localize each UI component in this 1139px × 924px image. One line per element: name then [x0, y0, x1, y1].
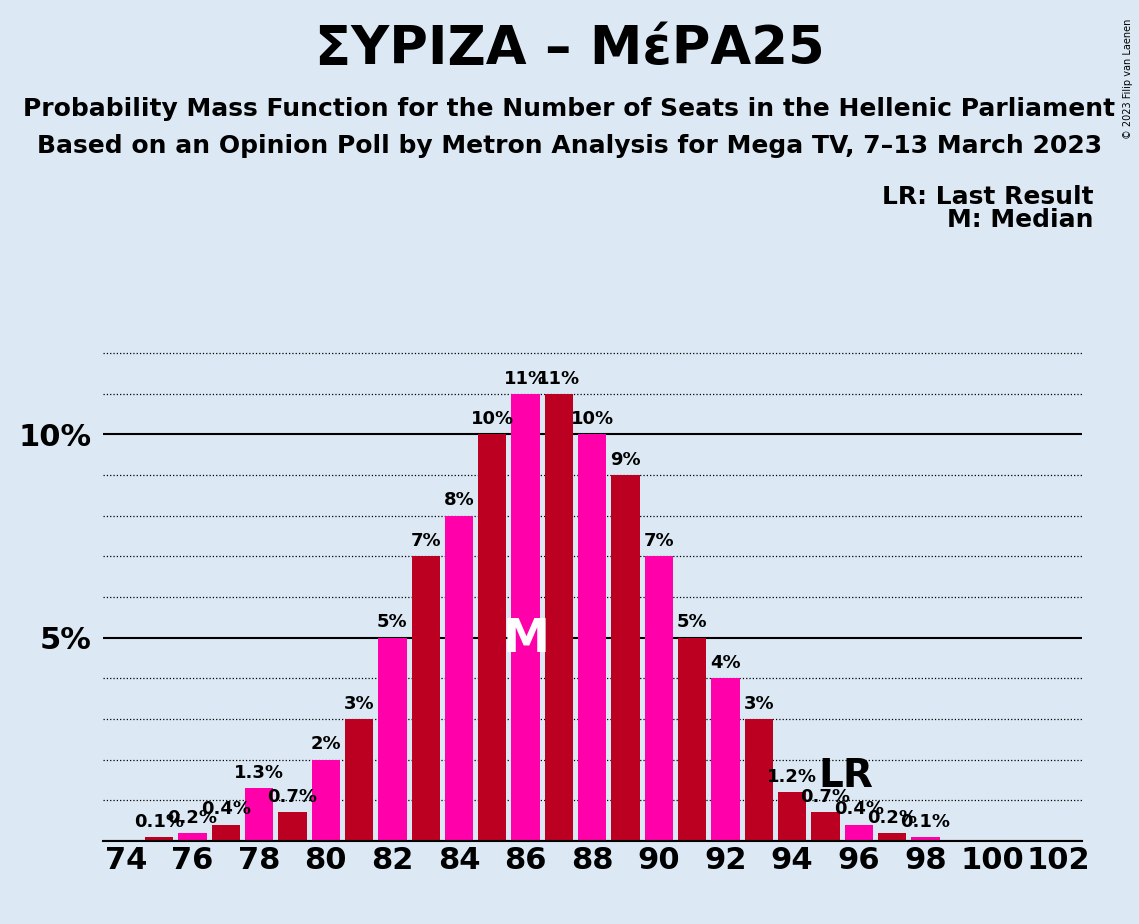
Bar	[811, 812, 839, 841]
Text: 10%: 10%	[571, 410, 614, 428]
Text: 7%: 7%	[410, 532, 441, 550]
Text: 3%: 3%	[744, 695, 775, 712]
Text: 11%: 11%	[538, 370, 581, 387]
Text: 0.1%: 0.1%	[134, 813, 185, 831]
Bar	[411, 556, 440, 841]
Text: Based on an Opinion Poll by Metron Analysis for Mega TV, 7–13 March 2023: Based on an Opinion Poll by Metron Analy…	[36, 134, 1103, 158]
Text: M: M	[502, 617, 549, 663]
Text: 0.4%: 0.4%	[200, 800, 251, 819]
Text: 0.1%: 0.1%	[901, 813, 950, 831]
Bar	[445, 516, 473, 841]
Text: 0.7%: 0.7%	[268, 788, 318, 807]
Bar	[378, 638, 407, 841]
Text: 11%: 11%	[505, 370, 547, 387]
Bar	[579, 434, 606, 841]
Bar	[612, 475, 640, 841]
Bar	[845, 824, 872, 841]
Bar	[212, 824, 240, 841]
Text: Probability Mass Function for the Number of Seats in the Hellenic Parliament: Probability Mass Function for the Number…	[24, 97, 1115, 121]
Bar	[345, 719, 374, 841]
Bar	[712, 678, 739, 841]
Text: M: Median: M: Median	[947, 208, 1093, 232]
Text: 1.3%: 1.3%	[235, 764, 284, 782]
Text: LR: LR	[819, 757, 874, 795]
Text: 9%: 9%	[611, 451, 641, 468]
Text: 8%: 8%	[443, 492, 474, 509]
Bar	[678, 638, 706, 841]
Text: 5%: 5%	[677, 614, 707, 631]
Bar	[911, 837, 940, 841]
Bar	[878, 833, 907, 841]
Bar	[544, 394, 573, 841]
Text: LR: Last Result: LR: Last Result	[882, 185, 1093, 209]
Bar	[145, 837, 173, 841]
Text: 7%: 7%	[644, 532, 674, 550]
Bar	[478, 434, 507, 841]
Bar	[179, 833, 206, 841]
Text: 0.2%: 0.2%	[167, 808, 218, 827]
Bar	[278, 812, 306, 841]
Text: © 2023 Filip van Laenen: © 2023 Filip van Laenen	[1123, 18, 1133, 139]
Text: 5%: 5%	[377, 614, 408, 631]
Bar	[312, 760, 339, 841]
Bar	[745, 719, 773, 841]
Text: ΣΥΡΙΖΑ – ΜέΡΑ25: ΣΥΡΙΖΑ – ΜέΡΑ25	[314, 23, 825, 75]
Bar	[645, 556, 673, 841]
Text: 0.7%: 0.7%	[801, 788, 851, 807]
Bar	[778, 792, 806, 841]
Text: 2%: 2%	[311, 736, 341, 753]
Text: 10%: 10%	[470, 410, 514, 428]
Text: 3%: 3%	[344, 695, 375, 712]
Text: 0.4%: 0.4%	[834, 800, 884, 819]
Text: 4%: 4%	[711, 654, 740, 672]
Bar	[511, 394, 540, 841]
Text: 1.2%: 1.2%	[768, 768, 817, 786]
Bar	[245, 788, 273, 841]
Text: 0.2%: 0.2%	[867, 808, 917, 827]
